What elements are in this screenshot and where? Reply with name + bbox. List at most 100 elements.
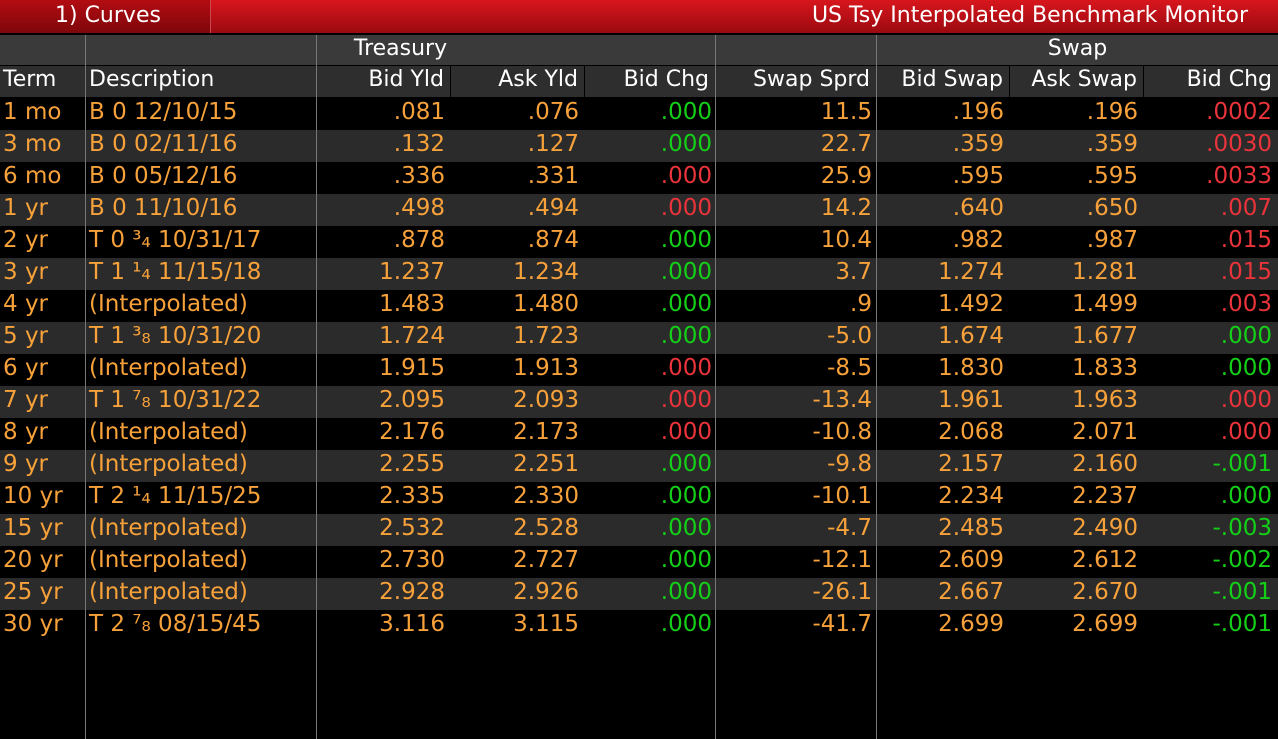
cell-term: 4 yr xyxy=(3,291,49,317)
cell-swap-sprd: -10.1 xyxy=(812,483,872,509)
col-header-bid-swap[interactable]: Bid Swap xyxy=(877,66,1009,97)
cell-bid-swap: .595 xyxy=(952,163,1004,189)
table-row[interactable]: 3 yr T 1 ¹₄ 11/15/18 1.237 1.234 .000 3.7 1.27… xyxy=(0,258,1278,290)
cell-swap-sprd: 3.7 xyxy=(835,259,872,285)
cell-term: 15 yr xyxy=(3,515,63,541)
cell-term: 6 yr xyxy=(3,355,49,381)
page-title: US Tsy Interpolated Benchmark Monitor xyxy=(811,3,1248,28)
cell-bid-swap: 2.068 xyxy=(938,419,1004,445)
column-divider xyxy=(876,35,877,739)
cell-swap-sprd: -41.7 xyxy=(812,611,872,637)
column-divider xyxy=(715,35,716,739)
cell-bid-chg: .000 xyxy=(660,451,712,477)
table-row[interactable]: 5 yr T 1 ³₈ 10/31/20 1.724 1.723 .000 -5.0 1.6… xyxy=(0,322,1278,354)
cell-term: 20 yr xyxy=(3,547,63,573)
cell-bid-swap: 2.485 xyxy=(938,515,1004,541)
col-header-description[interactable]: Description xyxy=(86,66,316,97)
cell-swap-sprd: 25.9 xyxy=(820,163,872,189)
cell-bid-swap: 2.609 xyxy=(938,547,1004,573)
table-row[interactable]: 6 mo B 0 05/12/16 .336 .331 .000 25.9 .595 .595… xyxy=(0,162,1278,194)
curves-button[interactable]: 1) Curves xyxy=(0,0,211,33)
cell-bid-yld: 1.237 xyxy=(379,259,445,285)
cell-bid-swap: 1.274 xyxy=(938,259,1004,285)
cell-desc: (Interpolated) xyxy=(89,355,248,381)
cell-ask-swap: 2.670 xyxy=(1072,579,1138,605)
cell-bid-chg: .000 xyxy=(660,355,712,381)
cell-ask-yld: 1.480 xyxy=(513,291,579,317)
col-header-bid-chg[interactable]: Bid Chg xyxy=(585,66,715,97)
cell-bid-chg: .000 xyxy=(660,195,712,221)
table-row[interactable]: 30 yr T 2 ⁷₈ 08/15/45 3.116 3.115 .000 -41.7 2… xyxy=(0,610,1278,642)
cell-bid-swap: 1.492 xyxy=(938,291,1004,317)
cell-ask-swap: 2.237 xyxy=(1072,483,1138,509)
col-header-ask-swap[interactable]: Ask Swap xyxy=(1010,66,1143,97)
cell-ask-swap: 2.699 xyxy=(1072,611,1138,637)
cell-term: 2 yr xyxy=(3,227,49,253)
cell-bid-yld: 2.176 xyxy=(379,419,445,445)
cell-bid-swap: 2.157 xyxy=(938,451,1004,477)
cell-ask-yld: .331 xyxy=(527,163,579,189)
group-swap-label: Swap xyxy=(1047,36,1108,61)
group-header-blank-2 xyxy=(716,35,876,65)
cell-swap-chg: .000 xyxy=(1220,419,1272,445)
col-bid-yld-label: Bid Yld xyxy=(368,67,444,92)
cell-bid-yld: 2.730 xyxy=(379,547,445,573)
cell-bid-swap: .196 xyxy=(952,99,1004,125)
cell-ask-yld: 2.330 xyxy=(513,483,579,509)
cell-term: 5 yr xyxy=(3,323,49,349)
cell-swap-chg: .000 xyxy=(1220,387,1272,413)
cell-bid-yld: 1.915 xyxy=(379,355,445,381)
cell-bid-chg: .000 xyxy=(660,291,712,317)
table-row[interactable]: 9 yr (Interpolated) 2.255 2.251 .000 -9.8 2.15… xyxy=(0,450,1278,482)
cell-bid-yld: 2.335 xyxy=(379,483,445,509)
cell-bid-chg: .000 xyxy=(660,483,712,509)
table-row[interactable]: 4 yr (Interpolated) 1.483 1.480 .000 .9 1.492 1… xyxy=(0,290,1278,322)
table-row[interactable]: 15 yr (Interpolated) 2.532 2.528 .000 -4.7 2.4… xyxy=(0,514,1278,546)
table-row[interactable]: 1 yr B 0 11/10/16 .498 .494 .000 14.2 .640 .650… xyxy=(0,194,1278,226)
title-bar: 1) Curves US Tsy Interpolated Benchmark … xyxy=(0,0,1278,33)
table-row[interactable]: 2 yr T 0 ³₄ 10/31/17 .878 .874 .000 10.4 .982.… xyxy=(0,226,1278,258)
table-row[interactable]: 7 yr T 1 ⁷₈ 10/31/22 2.095 2.093 .000 -13.4 1.… xyxy=(0,386,1278,418)
cell-ask-swap: .650 xyxy=(1086,195,1138,221)
cell-bid-yld: .878 xyxy=(393,227,445,253)
col-header-ask-yld[interactable]: Ask Yld xyxy=(451,66,584,97)
cell-ask-swap: 1.677 xyxy=(1072,323,1138,349)
table-row[interactable]: 3 mo B 0 02/11/16 .132 .127 .000 22.7 .359 .359… xyxy=(0,130,1278,162)
table-row[interactable]: 20 yr (Interpolated) 2.730 2.727 .000 -12.1 2.… xyxy=(0,546,1278,578)
cell-bid-yld: .336 xyxy=(393,163,445,189)
table-row[interactable]: 1 mo B 0 12/10/15 .081 .076 .000 11.5 .196 .196… xyxy=(0,98,1278,130)
cell-ask-swap: .595 xyxy=(1086,163,1138,189)
cell-swap-chg: .0002 xyxy=(1206,99,1272,125)
cell-swap-sprd: 10.4 xyxy=(820,227,872,253)
col-header-swap-bid-chg[interactable]: Bid Chg xyxy=(1144,66,1278,97)
cell-desc: (Interpolated) xyxy=(89,291,248,317)
cell-term: 1 mo xyxy=(3,99,62,125)
column-divider xyxy=(85,35,86,739)
cell-bid-chg: .000 xyxy=(660,611,712,637)
cell-ask-swap: .987 xyxy=(1086,227,1138,253)
table-row[interactable]: 25 yr (Interpolated) 2.928 2.926 .000 -26.1 2.… xyxy=(0,578,1278,610)
col-header-bid-yld[interactable]: Bid Yld xyxy=(317,66,450,97)
cell-desc: T 0 ³₄ 10/31/17 xyxy=(89,227,262,253)
cell-swap-chg: .000 xyxy=(1220,323,1272,349)
group-treasury-label: Treasury xyxy=(353,36,448,61)
cell-swap-chg: .0030 xyxy=(1206,131,1272,157)
table-row[interactable]: 8 yr (Interpolated) 2.176 2.173 .000 -10.8 2.0… xyxy=(0,418,1278,450)
cell-bid-yld: .498 xyxy=(393,195,445,221)
cell-swap-sprd: -12.1 xyxy=(812,547,872,573)
cell-desc: B 0 05/12/16 xyxy=(89,163,238,189)
cell-bid-chg: .000 xyxy=(660,419,712,445)
cell-bid-swap: 2.667 xyxy=(938,579,1004,605)
table-row[interactable]: 10 yr T 2 ¹₄ 11/15/25 2.335 2.330 .000 -10.1 2… xyxy=(0,482,1278,514)
cell-swap-chg: .007 xyxy=(1220,195,1272,221)
col-header-term[interactable]: Term xyxy=(0,66,85,97)
cell-ask-yld: 2.093 xyxy=(513,387,579,413)
cell-ask-swap: 1.499 xyxy=(1072,291,1138,317)
col-swap-bid-chg-label: Bid Chg xyxy=(1186,67,1272,92)
cell-desc: (Interpolated) xyxy=(89,579,248,605)
cell-bid-chg: .000 xyxy=(660,227,712,253)
cell-ask-yld: 2.528 xyxy=(513,515,579,541)
cell-swap-sprd: -10.8 xyxy=(812,419,872,445)
table-row[interactable]: 6 yr (Interpolated) 1.915 1.913 .000 -8.5 1.83… xyxy=(0,354,1278,386)
col-header-swap-sprd[interactable]: Swap Sprd xyxy=(716,66,876,97)
